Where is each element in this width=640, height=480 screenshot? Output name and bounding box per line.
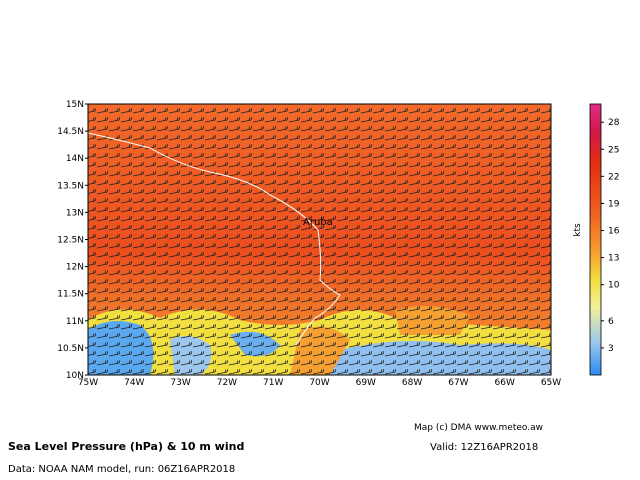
lon-label: 66W [495, 378, 515, 388]
lon-labels: 75W 74W 73W 72W 71W 70W 69W 68W 67W 66W 65W [78, 378, 561, 388]
credit: Map (c) DMA www.meteo.aw [414, 423, 543, 433]
lat-label: 13.5N [57, 181, 84, 191]
lon-label: 71W [263, 378, 283, 388]
colorbar-label: 16 [608, 227, 620, 237]
lon-label: 65W [541, 378, 561, 388]
lon-label: 74W [124, 378, 144, 388]
colorbar-label: 13 [608, 254, 619, 264]
colorbar-unit: kts [573, 223, 583, 237]
lon-label: 69W [356, 378, 376, 388]
lat-label: 11N [66, 317, 84, 327]
colorbar-label: 10 [608, 281, 620, 291]
lon-label: 72W [217, 378, 237, 388]
source: Data: NOAA NAM model, run: 06Z16APR2018 [8, 464, 235, 475]
wind-field [88, 104, 551, 375]
valid-time: Valid: 12Z16APR2018 [430, 442, 538, 453]
lon-label: 67W [448, 378, 468, 388]
colorbar-label: 22 [608, 172, 619, 182]
lat-label: 11.5N [57, 290, 84, 300]
title: Sea Level Pressure (hPa) & 10 m wind [8, 440, 244, 453]
lat-label: 14N [66, 154, 84, 164]
lon-label: 70W [309, 378, 329, 388]
lon-label: 68W [402, 378, 422, 388]
lon-label: 75W [78, 378, 98, 388]
colorbar-ticks: 3 6 10 13 16 19 22 25 28 [601, 118, 620, 354]
colorbar-label: 25 [608, 145, 619, 155]
lat-label: 12.5N [57, 236, 84, 246]
lat-labels: 10N 10.5N 11N 11.5N 12N 12.5N 13N 13.5N 14N 14.5N… [57, 100, 88, 381]
place-label: Aruba [303, 217, 333, 228]
colorbar [589, 103, 602, 376]
lat-label: 10N [66, 371, 84, 381]
colorbar-label: 19 [608, 199, 620, 209]
colorbar-label: 3 [608, 344, 614, 354]
colorbar-label: 6 [608, 317, 614, 327]
lat-label: 10.5N [57, 344, 84, 354]
lat-label: 14.5N [57, 127, 84, 137]
lat-label: 13N [66, 208, 84, 218]
lat-label: 12N [66, 263, 84, 273]
lat-label: 15N [66, 100, 84, 110]
lon-label: 73W [170, 378, 190, 388]
colorbar-label: 28 [608, 118, 620, 128]
